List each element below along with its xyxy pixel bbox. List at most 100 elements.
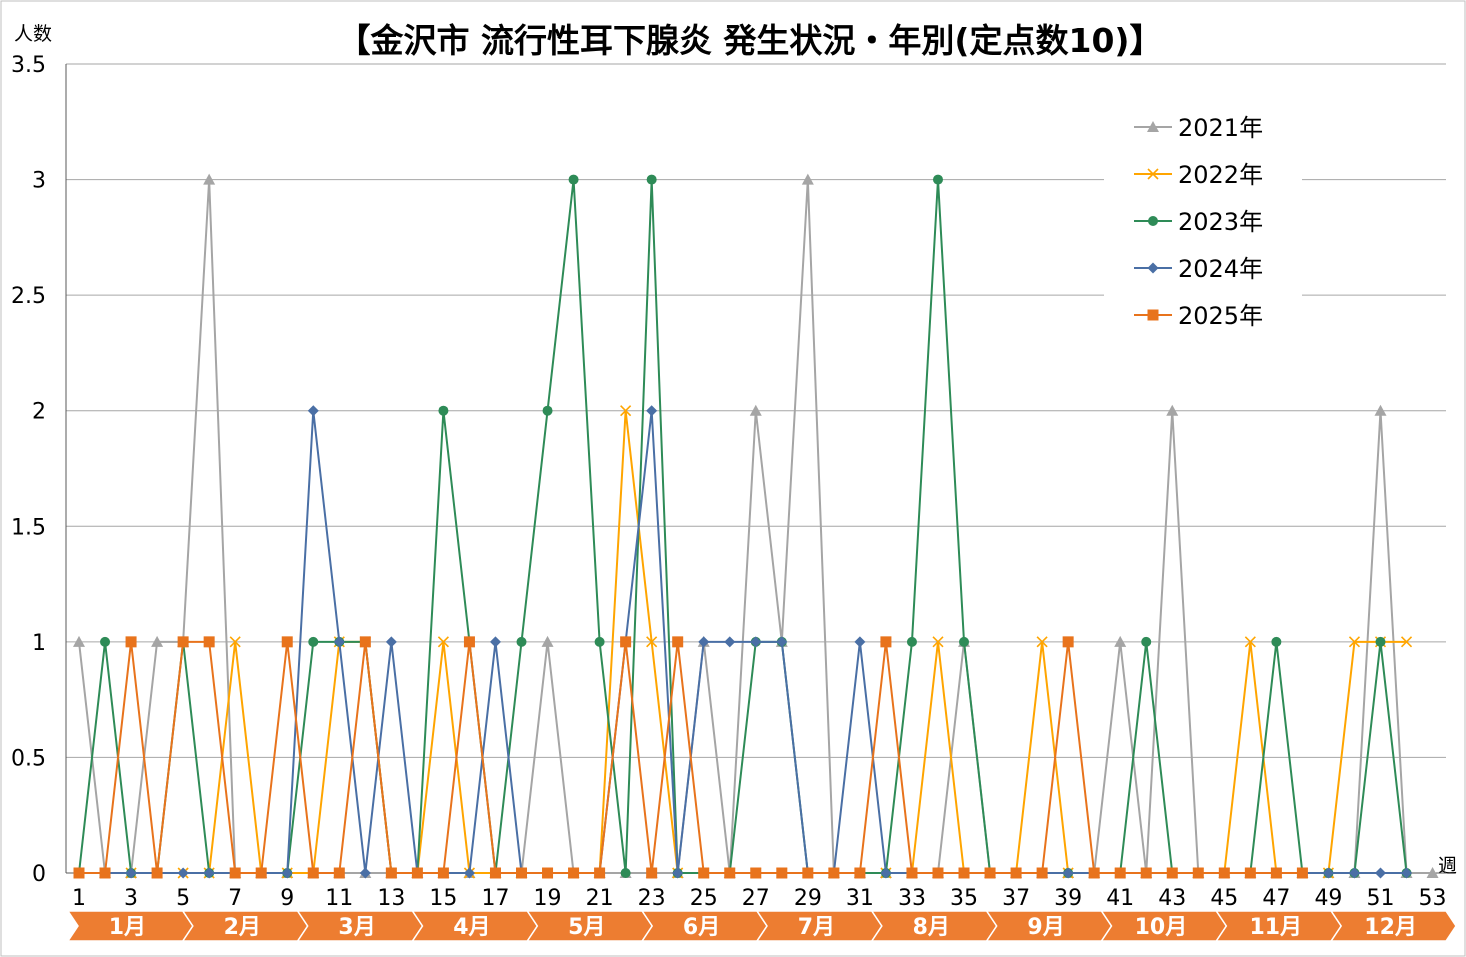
y-tick-label: 2.5 — [11, 284, 46, 309]
data-point-square — [698, 867, 710, 879]
series-lines — [73, 173, 1439, 879]
data-point-diamond — [646, 405, 658, 417]
data-point-circle — [959, 636, 970, 647]
x-tick-label: 51 — [1367, 886, 1395, 911]
data-point-square — [359, 636, 371, 648]
data-point-diamond — [1401, 867, 1413, 879]
data-point-diamond — [333, 636, 345, 648]
data-point-diamond — [281, 867, 293, 879]
legend-box — [1104, 104, 1302, 344]
data-point-triangle — [73, 635, 85, 647]
data-point-triangle — [541, 635, 554, 647]
data-point-square — [984, 867, 996, 879]
data-point-circle — [568, 174, 579, 185]
data-point-diamond — [1348, 867, 1360, 879]
legend-item: 2023年 — [1134, 208, 1263, 236]
x-tick-labels: 1 3 5 7 9 11 13 15 17 19 21 23 25 27 29 31 33 35 37 39 41 43 4… — [72, 886, 1447, 911]
y-tick-label: 1 — [32, 631, 46, 656]
data-point-x-stroke — [1147, 168, 1159, 180]
x-tick-label: 35 — [950, 886, 978, 911]
data-point-circle — [646, 174, 657, 185]
data-point-diamond — [125, 867, 137, 879]
series-2025年 — [73, 636, 1308, 879]
chart-title: 【金沢市 流行性耳下腺炎 発生状況・年別(定点数10)】 — [337, 21, 1162, 60]
x-tick-label: 13 — [377, 886, 405, 911]
legend-label: 2023年 — [1178, 208, 1263, 236]
x-tick-label: 19 — [534, 886, 562, 911]
data-point-diamond — [203, 867, 215, 879]
y-tick-label: 3.5 — [11, 53, 46, 78]
data-point-square — [281, 636, 293, 648]
data-point-square — [437, 867, 449, 879]
data-point-square — [880, 636, 892, 648]
x-tick-label: 27 — [742, 886, 770, 911]
legend-item: 2024年 — [1134, 255, 1263, 283]
month-label: 4月 — [453, 915, 490, 940]
x-tick-label: 5 — [176, 886, 190, 911]
data-point-circle — [516, 636, 527, 647]
data-point-x — [620, 405, 632, 417]
data-point-square — [203, 636, 215, 648]
data-point-x — [437, 636, 449, 648]
data-point-circle — [100, 636, 111, 647]
data-point-triangle — [1426, 867, 1439, 878]
data-point-square — [542, 867, 554, 879]
data-point-x-stroke — [437, 636, 449, 648]
month-label: 7月 — [798, 915, 835, 940]
data-point-square — [568, 867, 580, 879]
data-point-square — [151, 867, 163, 879]
month-label: 12月 — [1364, 915, 1417, 940]
data-point-circle — [620, 868, 631, 878]
data-point-diamond — [385, 636, 397, 648]
data-point-x — [932, 636, 944, 648]
data-point-diamond — [880, 867, 892, 879]
data-point-square — [229, 867, 241, 879]
x-tick-label: 29 — [794, 886, 822, 911]
month-label: 1月 — [109, 915, 146, 940]
data-point-square — [854, 867, 866, 879]
y-tick-label: 3 — [32, 169, 46, 194]
data-point-circle — [594, 636, 605, 647]
data-point-diamond — [1147, 262, 1159, 274]
legend-item: 2025年 — [1134, 302, 1263, 330]
data-point-square — [906, 867, 918, 879]
y-tick-label: 1.5 — [11, 515, 46, 540]
data-point-square — [594, 867, 606, 879]
x-tick-label: 41 — [1106, 886, 1134, 911]
data-point-square — [99, 867, 111, 879]
x-tick-label: 1 — [72, 886, 86, 911]
x-tick-label: 17 — [481, 886, 509, 911]
data-point-triangle — [749, 404, 762, 416]
data-point-square — [516, 867, 528, 879]
data-point-x-stroke — [229, 636, 241, 648]
data-point-triangle — [203, 173, 216, 185]
data-point-square — [776, 867, 788, 879]
data-point-circle — [1141, 636, 1152, 647]
data-point-diamond — [672, 867, 684, 879]
month-label: 11月 — [1249, 915, 1302, 940]
x-tick-label: 15 — [429, 886, 457, 911]
data-point-square — [620, 636, 632, 648]
data-point-diamond — [854, 636, 866, 648]
x-tick-label: 23 — [638, 886, 666, 911]
data-point-circle — [1271, 636, 1282, 647]
x-tick-label: 45 — [1210, 886, 1238, 911]
data-point-triangle — [801, 173, 814, 185]
data-point-x-stroke — [1244, 636, 1256, 648]
data-point-square — [411, 867, 423, 879]
data-point-triangle — [1114, 635, 1127, 647]
data-point-triangle — [1374, 404, 1387, 416]
data-point-square — [333, 867, 345, 879]
data-point-square — [672, 636, 684, 648]
data-point-square — [646, 867, 658, 879]
legend-label: 2025年 — [1178, 302, 1263, 330]
legend-label: 2022年 — [1178, 161, 1263, 189]
month-label: 8月 — [913, 915, 950, 940]
data-point-square — [177, 636, 189, 648]
data-point-square — [750, 867, 762, 879]
data-point-x — [1348, 636, 1361, 648]
x-tick-label: 25 — [690, 886, 718, 911]
data-point-x-stroke — [646, 636, 658, 648]
x-tick-label: 9 — [280, 886, 294, 911]
